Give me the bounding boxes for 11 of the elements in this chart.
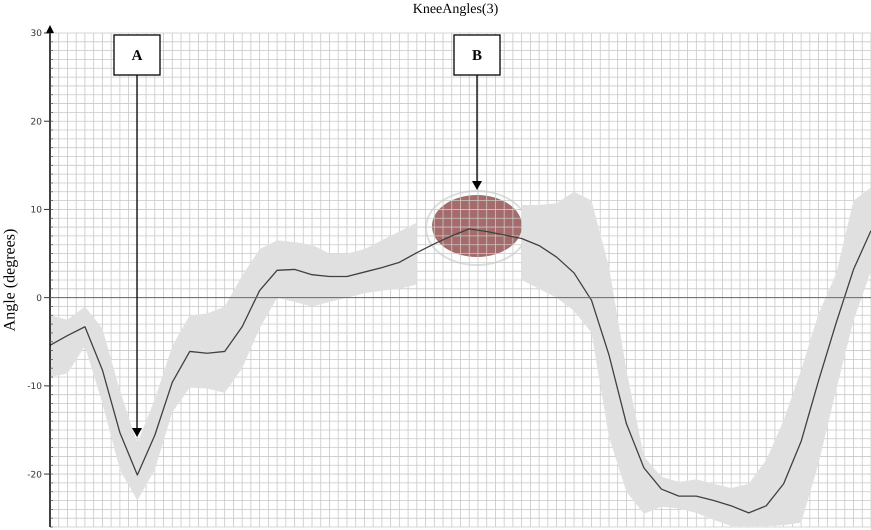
annotation: B	[472, 48, 482, 64]
y-tick-label: 30	[30, 29, 42, 40]
y-tick-label: -20	[27, 470, 42, 480]
y-axis-title: Angle (degrees)	[2, 228, 19, 332]
y-tick-label: 10	[30, 206, 42, 216]
line-series	[49, 228, 871, 514]
y-tick-label: 20	[30, 117, 42, 128]
chart-title: KneeAngles(3)	[412, 2, 500, 18]
y-tick-label: 0	[36, 294, 42, 304]
annotation: A	[132, 48, 143, 64]
y-tick-label: -10	[27, 382, 42, 392]
